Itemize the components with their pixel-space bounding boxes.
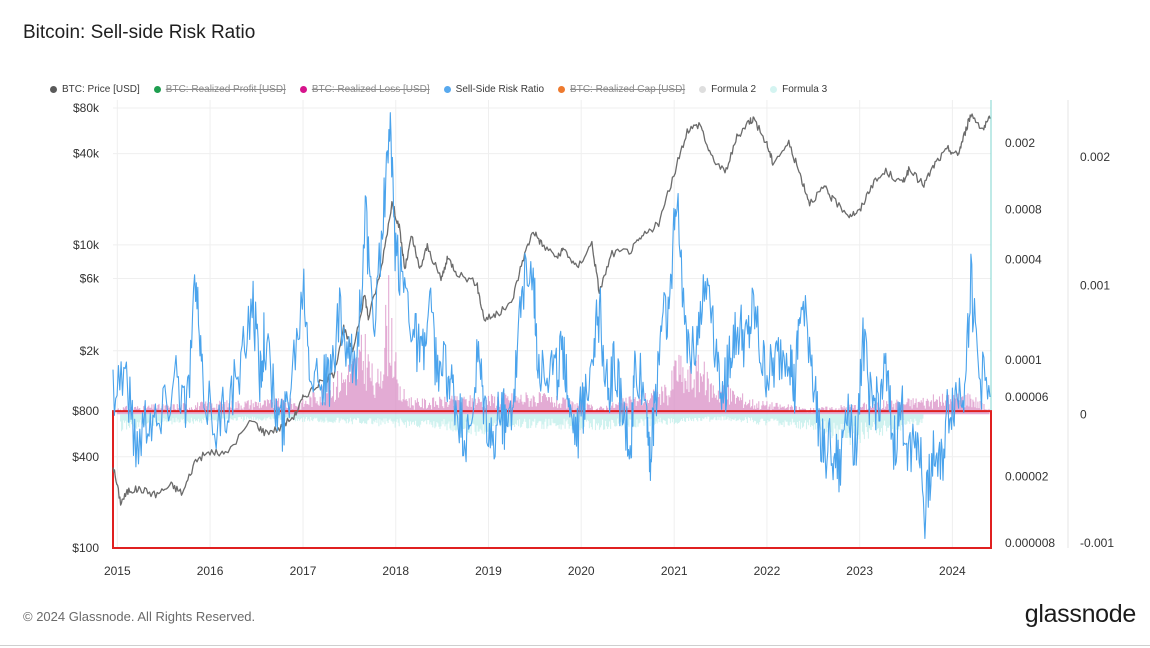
- glassnode-logo: glassnode: [1024, 600, 1137, 628]
- left-axis-tick-label: $400: [72, 450, 99, 464]
- mid-axis-tick-label: 0.00006: [1005, 390, 1049, 404]
- left-axis-tick-label: $2k: [80, 344, 100, 358]
- right-axis-tick-label: 0.001: [1080, 279, 1110, 293]
- legend-item-0[interactable]: BTC: Price [USD]: [50, 84, 140, 95]
- legend-dot-icon: [770, 85, 778, 93]
- legend-item-4[interactable]: BTC: Realized Cap [USD]: [558, 84, 685, 95]
- mid-axis-tick-label: 0.0001: [1005, 353, 1042, 367]
- left-axis-tick-label: $80k: [73, 101, 100, 115]
- x-axis-tick-label: 2016: [197, 564, 224, 578]
- legend-label: BTC: Price [USD]: [62, 83, 140, 95]
- x-axis-tick-label: 2022: [754, 564, 781, 578]
- legend-dot-icon: [153, 85, 161, 93]
- chart-legend: BTC: Price [USD] BTC: Realized Profit [US…: [50, 82, 841, 96]
- legend-dot-icon: [299, 85, 307, 93]
- highlight-box: [112, 410, 992, 550]
- legend-item-1[interactable]: BTC: Realized Profit [USD]: [153, 83, 286, 95]
- x-axis-tick-label: 2020: [568, 564, 595, 578]
- mid-axis-tick-label: 0.0004: [1005, 253, 1042, 267]
- plot-area: [113, 100, 991, 548]
- legend-dot-icon: [699, 85, 707, 93]
- mid-axis-tick-label: 0.000008: [1005, 536, 1055, 550]
- chart-title: Bitcoin: Sell-side Risk Ratio: [23, 22, 256, 43]
- legend-dot-icon: [558, 85, 566, 93]
- x-axis-tick-label: 2015: [104, 564, 131, 578]
- legend-item-6[interactable]: Formula 3: [770, 84, 827, 95]
- mid-axis-tick-label: 0.002: [1005, 136, 1035, 150]
- x-axis-tick-label: 2017: [290, 564, 317, 578]
- bottom-divider: [0, 645, 1150, 646]
- mid-axis-tick-label: 0.0008: [1005, 202, 1042, 216]
- left-axis-tick-label: $6k: [80, 271, 100, 285]
- x-axis-tick-label: 2018: [382, 564, 409, 578]
- x-axis-tick-label: 2021: [661, 564, 688, 578]
- x-axis-tick-label: 2024: [939, 564, 966, 578]
- legend-label: Sell-Side Risk Ratio: [455, 83, 545, 95]
- series-formula-3: [120, 414, 924, 445]
- copyright-text: © 2024 Glassnode. All Rights Reserved.: [23, 609, 256, 624]
- legend-label: Formula 3: [782, 83, 828, 95]
- legend-dot-icon: [50, 85, 57, 93]
- series-sell-side-risk-ratio: [112, 112, 991, 540]
- left-axis-tick-label: $800: [72, 404, 99, 418]
- right-axis-tick-label: 0.002: [1080, 150, 1110, 164]
- left-axis-tick-label: $100: [72, 541, 99, 555]
- x-axis-tick-label: 2019: [475, 564, 502, 578]
- legend-label: BTC: Realized Cap [USD]: [570, 83, 686, 95]
- legend-dot-icon: [443, 85, 451, 93]
- legend-label: BTC: Realized Loss [USD]: [311, 83, 430, 95]
- right-axis-tick-label: 0: [1080, 407, 1087, 421]
- legend-item-2[interactable]: BTC: Realized Loss [USD]: [299, 83, 430, 95]
- right-axis-tick-label: -0.001: [1080, 536, 1114, 550]
- mid-axis-tick-label: 0.00002: [1005, 470, 1049, 484]
- left-axis-tick-label: $10k: [73, 238, 100, 252]
- legend-label: Formula 2: [711, 83, 757, 95]
- legend-item-5[interactable]: Formula 2: [699, 84, 756, 95]
- series-btc-price-usd-: [112, 113, 991, 506]
- x-axis-tick-label: 2023: [846, 564, 873, 578]
- legend-item-3[interactable]: Sell-Side Risk Ratio: [443, 83, 545, 95]
- left-axis-tick-label: $40k: [73, 147, 100, 161]
- legend-label: BTC: Realized Profit [USD]: [165, 83, 286, 95]
